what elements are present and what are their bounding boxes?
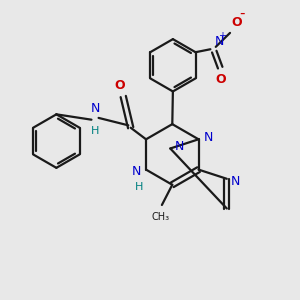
Text: O: O: [114, 79, 125, 92]
Text: O: O: [232, 16, 242, 29]
Text: N: N: [175, 140, 184, 153]
Text: +: +: [218, 31, 226, 41]
Text: H: H: [135, 182, 144, 192]
Text: N: N: [131, 165, 141, 178]
Text: O: O: [215, 73, 226, 86]
Text: N: N: [90, 102, 100, 115]
Text: CH₃: CH₃: [151, 212, 169, 221]
Text: N: N: [214, 35, 224, 48]
Text: N: N: [203, 131, 213, 144]
Text: H: H: [91, 126, 99, 136]
Text: -: -: [240, 6, 245, 21]
Text: N: N: [230, 175, 240, 188]
